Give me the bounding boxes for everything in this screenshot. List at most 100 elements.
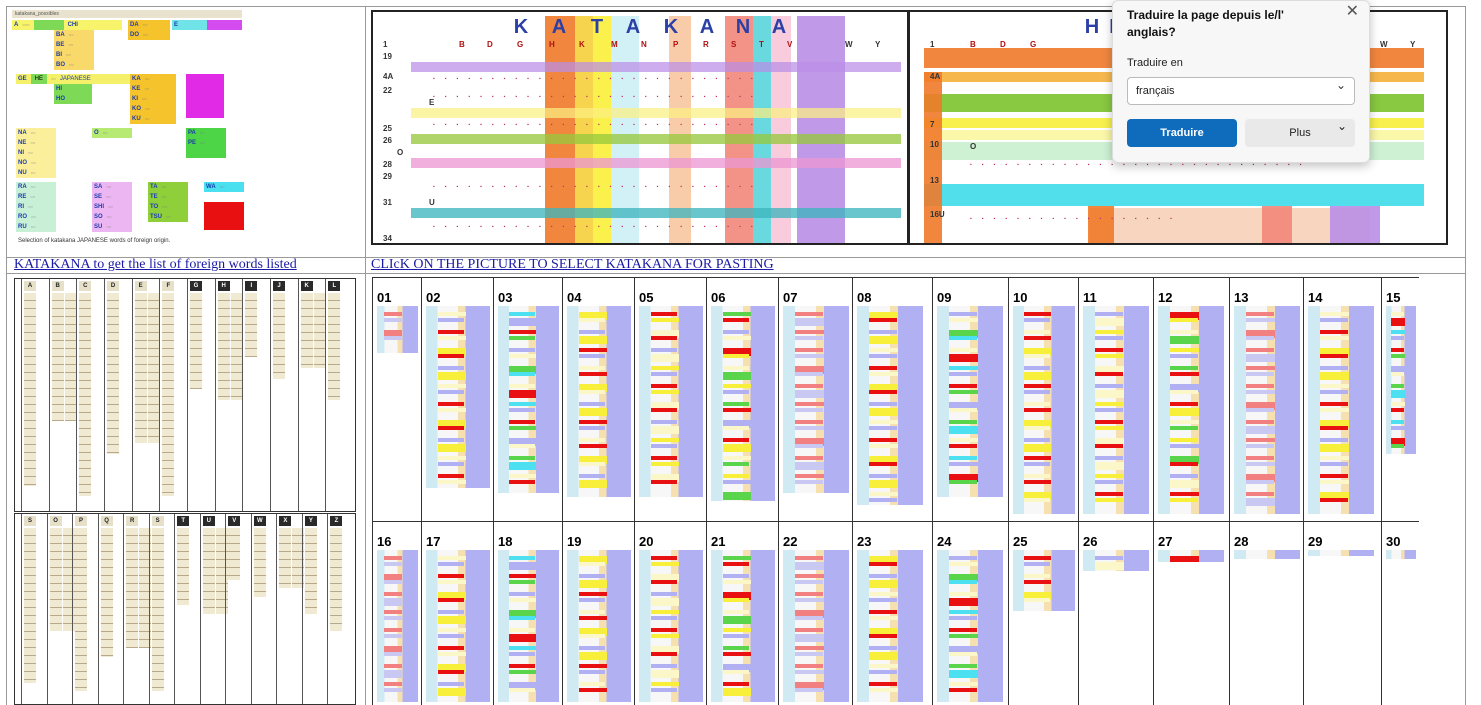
more-button[interactable]: Plus ⌄ bbox=[1245, 119, 1355, 147]
kana-column-header: S bbox=[151, 516, 164, 526]
page-thumbnail[interactable] bbox=[711, 306, 775, 501]
page-thumbnail[interactable] bbox=[1158, 550, 1224, 562]
thumbnail-stripe bbox=[868, 664, 898, 668]
kana-col-peach bbox=[669, 16, 691, 243]
thumbnail-stripe bbox=[578, 348, 607, 352]
page-cell-15[interactable]: 15 bbox=[1381, 277, 1419, 521]
thumbnail-stripe bbox=[578, 634, 606, 638]
kana-scan-top[interactable]: A B C D E F G H I J K L bbox=[14, 278, 356, 512]
kana-glyph-cells bbox=[126, 528, 139, 648]
page-cell-24[interactable]: 24 bbox=[932, 521, 1008, 705]
page-cell-20[interactable]: 20 bbox=[634, 521, 706, 705]
thumbnail-stripe bbox=[794, 348, 823, 352]
page-thumbnail[interactable] bbox=[639, 306, 703, 497]
page-thumbnail[interactable] bbox=[937, 550, 1003, 702]
kana-glyph-cells bbox=[292, 528, 305, 588]
page-thumbnail[interactable] bbox=[857, 550, 923, 702]
page-cell-30[interactable]: 30 bbox=[1381, 521, 1419, 705]
page-cell-04[interactable]: 04 bbox=[562, 277, 634, 521]
page-thumbnail[interactable] bbox=[1083, 306, 1149, 514]
thumbnail-stripe bbox=[868, 372, 898, 376]
page-cell-06[interactable]: 06 bbox=[706, 277, 778, 521]
page-thumbnail[interactable] bbox=[783, 550, 849, 702]
katakana-words-preview[interactable]: katakana_possibles A ○○○ CHI BA ○○ BE ○○ BI ○… bbox=[8, 8, 364, 256]
thumbnail-stripe bbox=[868, 580, 898, 588]
page-thumbnail[interactable] bbox=[567, 306, 631, 497]
thumbnail-stripe bbox=[384, 616, 402, 620]
thumbnail-stripe bbox=[437, 408, 466, 412]
page-cell-17[interactable]: 17 bbox=[421, 521, 493, 705]
thumbnail-stripe bbox=[1024, 598, 1051, 602]
thumbnail-stripe bbox=[1094, 372, 1123, 376]
page-thumbnail[interactable] bbox=[1308, 306, 1374, 514]
thumbnail-stripe bbox=[868, 556, 898, 564]
page-cell-27[interactable]: 27 bbox=[1153, 521, 1229, 705]
page-thumbnail[interactable] bbox=[1234, 306, 1300, 514]
thumbnail-stripe bbox=[1319, 456, 1349, 460]
page-thumbnail[interactable] bbox=[498, 306, 559, 493]
kana-column-header: V bbox=[228, 516, 241, 526]
thumbnail-stripe bbox=[948, 354, 978, 362]
page-cell-19[interactable]: 19 bbox=[562, 521, 634, 705]
page-cell-22[interactable]: 22 bbox=[778, 521, 852, 705]
page-thumbnail[interactable] bbox=[639, 550, 703, 702]
thumbnail-stripe bbox=[794, 474, 824, 478]
page-cell-13[interactable]: 13 bbox=[1229, 277, 1303, 521]
page-thumbnail[interactable] bbox=[1386, 306, 1416, 454]
page-thumbnail[interactable] bbox=[377, 550, 418, 702]
page-cell-29[interactable]: 29 bbox=[1303, 521, 1381, 705]
page-cell-11[interactable]: 11 bbox=[1078, 277, 1153, 521]
page-cell-01[interactable]: 01 bbox=[372, 277, 421, 521]
page-cell-09[interactable]: 09 bbox=[932, 277, 1008, 521]
thumbnail-stripe bbox=[1319, 390, 1348, 394]
page-cell-25[interactable]: 25 bbox=[1008, 521, 1078, 705]
thumbnail-stripe bbox=[437, 670, 465, 674]
translate-button[interactable]: Traduire bbox=[1127, 119, 1237, 147]
page-cell-07[interactable]: 07 bbox=[778, 277, 852, 521]
page-cell-18[interactable]: 18 bbox=[493, 521, 562, 705]
katakana-chart-image[interactable]: K A T A K A N A B D G H K M N P R S T V … bbox=[371, 10, 909, 245]
katakana-list-link[interactable]: KATAKANA to get the list of foreign word… bbox=[14, 257, 297, 272]
kana-glyph-cells bbox=[253, 528, 266, 597]
page-cell-10[interactable]: 10 bbox=[1008, 277, 1078, 521]
page-thumbnail[interactable] bbox=[1158, 306, 1224, 514]
page-cell-02[interactable]: 02 bbox=[421, 277, 493, 521]
page-thumbnail[interactable] bbox=[1234, 550, 1300, 559]
page-cell-05[interactable]: 05 bbox=[634, 277, 706, 521]
close-icon[interactable]: ✕ bbox=[1345, 1, 1359, 20]
page-thumbnail[interactable] bbox=[1386, 550, 1416, 559]
page-thumbnail[interactable] bbox=[857, 306, 923, 505]
thumbnail-stripe bbox=[948, 562, 978, 566]
thumbnail-stripe bbox=[1245, 462, 1275, 466]
page-cell-23[interactable]: 23 bbox=[852, 521, 932, 705]
page-cell-21[interactable]: 21 bbox=[706, 521, 778, 705]
page-cell-03[interactable]: 03 bbox=[493, 277, 562, 521]
page-thumbnail[interactable] bbox=[1083, 550, 1149, 571]
target-language-select[interactable]: français ⌄ bbox=[1127, 77, 1355, 105]
page-cell-12[interactable]: 12 bbox=[1153, 277, 1229, 521]
page-cell-08[interactable]: 08 bbox=[852, 277, 932, 521]
select-katakana-link[interactable]: CLIcK ON THE PICTURE TO SELECT KATAKANA … bbox=[371, 257, 774, 272]
thumbnail-stripe bbox=[650, 444, 678, 448]
page-thumbnail[interactable] bbox=[783, 306, 849, 493]
thumbnail-stripe bbox=[437, 574, 465, 578]
page-cell-14[interactable]: 14 bbox=[1303, 277, 1381, 521]
page-cell-26[interactable]: 26 bbox=[1078, 521, 1153, 705]
page-thumbnail[interactable] bbox=[1013, 550, 1075, 611]
page-cell-28[interactable]: 28 bbox=[1229, 521, 1303, 705]
page-thumbnail[interactable] bbox=[567, 550, 631, 702]
page-thumbnail[interactable] bbox=[937, 306, 1003, 497]
thumbnail-stripe bbox=[722, 348, 751, 356]
thumbnail-stripe bbox=[1245, 480, 1274, 484]
page-thumbnail[interactable] bbox=[1308, 550, 1374, 556]
page-thumbnail[interactable] bbox=[426, 550, 490, 702]
page-thumbnail[interactable] bbox=[711, 550, 775, 702]
page-thumbnail[interactable] bbox=[377, 306, 418, 353]
page-thumbnail[interactable] bbox=[1013, 306, 1075, 514]
page-thumbnail[interactable] bbox=[498, 550, 559, 702]
chart-title-letter: A bbox=[699, 16, 715, 38]
page-thumbnail[interactable] bbox=[426, 306, 490, 488]
thumbnail-stripe bbox=[1245, 372, 1274, 376]
page-cell-16[interactable]: 16 bbox=[372, 521, 421, 705]
